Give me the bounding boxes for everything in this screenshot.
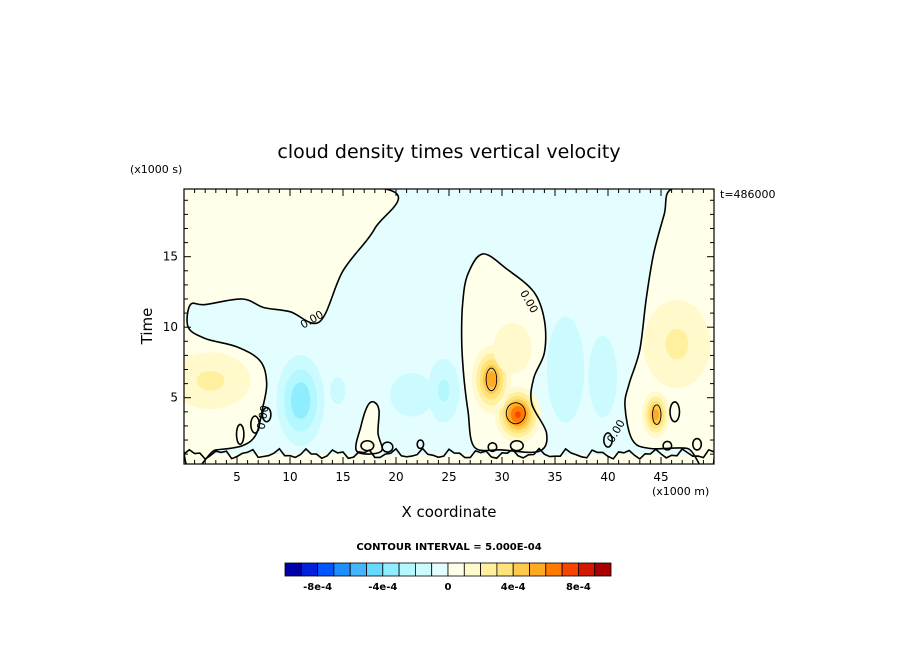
colorbar-swatch — [333, 562, 351, 577]
x-unit-label: (x1000 m) — [652, 485, 709, 498]
small-contour — [360, 439, 375, 452]
colorbar-swatch — [545, 562, 563, 577]
colorbar-tick-labels: -8e-4 -4e-4 0 4e-4 8e-4 — [303, 582, 591, 593]
colorbar-swatch — [463, 562, 481, 577]
feature-positive-11 — [642, 391, 670, 439]
x-tick-label: 35 — [547, 470, 562, 484]
zero-contour-hill — [354, 400, 384, 455]
contour-level-fill — [546, 316, 585, 423]
contour-level-fill — [330, 377, 346, 405]
feature-positive-7 — [493, 322, 532, 374]
chart-title: cloud density times vertical velocity — [277, 141, 620, 163]
colorbar-swatch — [431, 562, 449, 577]
contour-field — [184, 189, 714, 464]
feature-negative-4 — [427, 358, 460, 423]
colorbar-swatch — [578, 562, 596, 577]
contour-label: 0.00 — [254, 404, 271, 430]
x-tick-label: 20 — [388, 470, 403, 484]
x-tick-label: 15 — [335, 470, 350, 484]
core-contour — [485, 367, 498, 392]
zero-contour-right — [624, 189, 714, 464]
zero-contour-lines — [184, 189, 714, 464]
colorbar-swatch — [284, 562, 302, 577]
colorbar-swatch — [480, 562, 498, 577]
x-tick-label: 40 — [600, 470, 615, 484]
feature-negative-3 — [390, 373, 434, 417]
feature-negative-1 — [276, 354, 325, 447]
small-contour — [691, 437, 703, 451]
x-tick-label: 10 — [282, 470, 297, 484]
colorbar-swatch — [447, 562, 465, 577]
colorbar-swatch — [414, 562, 433, 577]
small-contour — [487, 442, 498, 453]
contour-level-fill — [390, 373, 434, 417]
contour-level-fill — [291, 382, 311, 419]
small-contour — [662, 440, 673, 451]
feature-negative-8 — [546, 316, 585, 423]
x-tick-label: 30 — [494, 470, 509, 484]
y-axis-ticks: 5 10 15 — [163, 199, 714, 455]
x-tick-label: 5 — [233, 470, 241, 484]
colorbar-tick-label: -8e-4 — [303, 582, 332, 593]
small-contour — [416, 439, 425, 450]
small-contour — [602, 432, 614, 448]
colorbar-swatch — [512, 562, 530, 577]
colorbar — [284, 562, 612, 577]
colorbar-tick-label: 0 — [445, 582, 452, 593]
x-axis-label: X coordinate — [401, 503, 496, 521]
time-stamp: t=486000 — [720, 188, 776, 201]
small-contour — [669, 401, 681, 423]
feature-negative-9 — [588, 335, 618, 418]
contour-level-fill — [665, 328, 689, 360]
small-contour — [249, 415, 261, 434]
contour-level-fill — [652, 409, 659, 421]
colorbar-swatch — [317, 562, 335, 577]
x-tick-label: 25 — [441, 470, 456, 484]
small-contour — [509, 439, 525, 452]
core-contour — [505, 402, 526, 425]
colorbar-swatch — [366, 562, 384, 577]
x-tick-label: 45 — [653, 470, 668, 484]
colorbar-tick-label: 4e-4 — [501, 582, 526, 593]
colorbar-swatch — [300, 562, 318, 577]
contour-level-fill — [588, 335, 618, 418]
small-contour — [381, 441, 394, 453]
x-axis-ticks: 5 10 15 20 25 30 35 40 45 — [194, 189, 704, 484]
contour-level-fill — [196, 370, 225, 391]
colorbar-swatch — [382, 562, 400, 577]
colorbar-tick-label: -4e-4 — [368, 582, 397, 593]
contour-level-fill — [486, 371, 496, 388]
feature-positive-5 — [494, 386, 542, 443]
small-contour — [235, 423, 245, 446]
contour-interval-text: CONTOUR INTERVAL = 5.000E-04 — [356, 542, 541, 553]
colorbar-tick-label: 8e-4 — [566, 582, 591, 593]
zero-contour-bottom — [184, 447, 714, 461]
zero-contour-center — [460, 253, 548, 454]
colorbar-swatch — [496, 562, 514, 577]
contour-level-fill — [438, 379, 450, 402]
positive-region-hill — [355, 401, 383, 455]
colorbar-swatch — [398, 562, 416, 577]
y-tick-label: 5 — [170, 391, 178, 405]
y-unit-label: (x1000 s) — [130, 163, 182, 176]
colorbar-swatch — [594, 562, 612, 577]
feature-positive-0 — [184, 352, 251, 410]
small-contour — [261, 406, 272, 423]
y-tick-label: 10 — [163, 320, 178, 334]
core-contour — [652, 404, 662, 425]
colorbar-swatch — [561, 562, 579, 577]
contour-level-fill — [493, 322, 532, 374]
y-axis-label: Time — [138, 308, 156, 346]
feature-positive-12 — [643, 299, 711, 389]
colorbar-swatch — [349, 562, 367, 577]
colorbar-swatch — [529, 562, 547, 577]
contour-level-fill — [515, 411, 521, 418]
y-tick-label: 15 — [163, 250, 178, 264]
feature-negative-2 — [330, 377, 346, 405]
